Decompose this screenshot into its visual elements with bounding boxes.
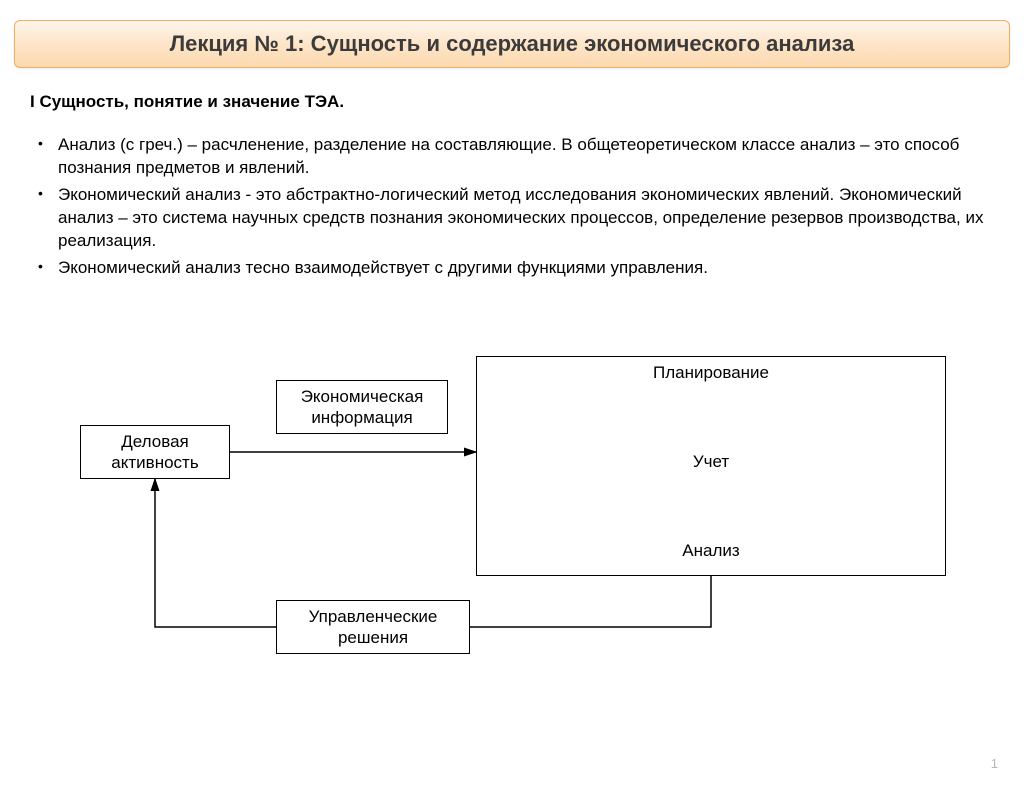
title-bar: Лекция № 1: Сущность и содержание эконом… <box>14 20 1010 68</box>
label-analysis: Анализ <box>678 541 744 561</box>
list-item: Анализ (с греч.) – расчленение, разделен… <box>58 134 994 180</box>
label-planning: Планирование <box>645 363 777 383</box>
content-area: I Сущность, понятие и значение ТЭА. Анал… <box>0 68 1024 280</box>
node-label: Управленческие решения <box>285 606 461 649</box>
node-label: Деловая активность <box>89 431 221 474</box>
list-item: Экономический анализ тесно взаимодейству… <box>58 257 994 280</box>
label-accounting: Учет <box>685 452 737 472</box>
page-title: Лекция № 1: Сущность и содержание эконом… <box>170 31 855 57</box>
node-label: Экономическая информация <box>285 386 439 429</box>
section-heading: I Сущность, понятие и значение ТЭА. <box>30 92 994 112</box>
bullet-list: Анализ (с греч.) – расчленение, разделен… <box>30 134 994 280</box>
flowchart: Планирование Учет Анализ Экономическая и… <box>0 350 1024 710</box>
page-number: 1 <box>991 756 998 771</box>
node-business-activity: Деловая активность <box>80 425 230 479</box>
list-item: Экономический анализ - это абстрактно-ло… <box>58 184 994 253</box>
node-econ-info: Экономическая информация <box>276 380 448 434</box>
node-management-decisions: Управленческие решения <box>276 600 470 654</box>
